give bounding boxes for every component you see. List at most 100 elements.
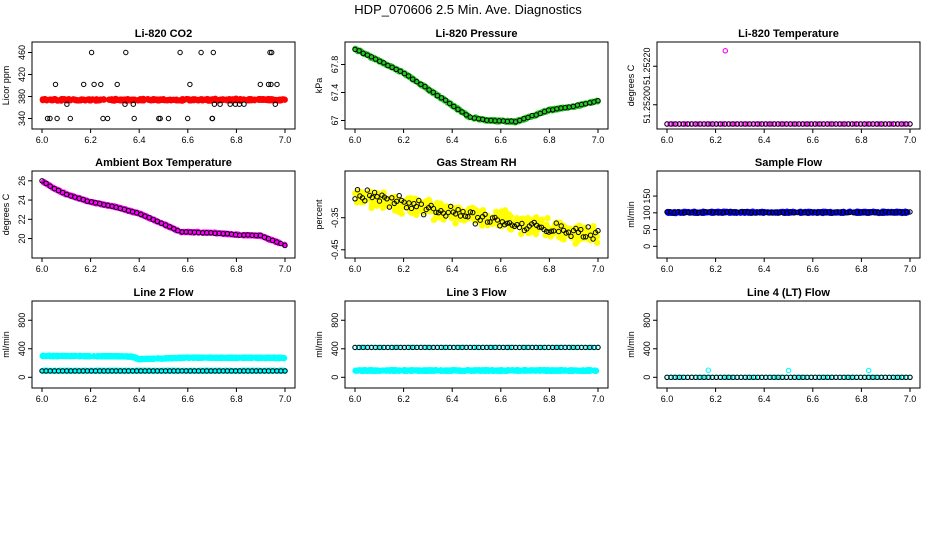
data-point-co2-samples <box>81 81 87 88</box>
data-point-l3-avg-low <box>403 367 410 374</box>
data-point-temp-outlier <box>722 48 729 54</box>
x-tick-label: 6.0 <box>661 135 674 145</box>
data-point-co2-samples <box>52 81 59 88</box>
data-point-pressure-samples <box>401 70 408 77</box>
data-point-co2-avg <box>281 96 288 103</box>
data-point-sflow-samples <box>822 209 829 216</box>
x-tick-label: 6.6 <box>182 135 195 145</box>
data-point-co2-samples <box>130 101 137 107</box>
data-point-rh-samples <box>568 233 574 240</box>
data-layer <box>664 208 913 217</box>
x-tick-label: 6.4 <box>758 394 771 404</box>
x-tick-label: 7.0 <box>592 135 605 145</box>
chart-title: Li-820 Pressure <box>436 28 518 40</box>
plot-frame <box>344 300 609 389</box>
data-point-l4-avg <box>748 374 755 381</box>
data-point-sflow-samples <box>812 209 818 216</box>
y-tick-label: 400 <box>642 341 652 356</box>
data-point-sflow-samples <box>840 209 846 215</box>
data-point-rh-samples <box>364 187 370 193</box>
data-point-sflow-samples <box>755 209 762 215</box>
data-point-sflow-samples <box>851 209 857 216</box>
plot-frame <box>344 170 609 259</box>
data-point-l3-avg-low <box>352 367 359 374</box>
data-point-temp-avg <box>731 121 738 127</box>
data-point-rh-samples <box>448 203 454 210</box>
data-point-box-samples <box>55 187 62 194</box>
data-point-rh-samples <box>401 199 407 205</box>
data-point-l3-avg-low <box>575 367 582 374</box>
data-point-rh-samples <box>462 213 469 219</box>
data-point-sflow-samples <box>819 209 825 215</box>
x-tick-label: 7.0 <box>279 264 292 274</box>
y-tick-label: 51.25200 <box>642 86 652 124</box>
data-point-l4-avg <box>847 374 853 381</box>
data-point-co2-avg <box>151 96 158 103</box>
y-tick-label: 0 <box>642 244 652 249</box>
data-point-sflow-samples <box>777 210 783 216</box>
data-point-rh-avg <box>543 221 550 228</box>
data-point-l4-avg <box>699 374 705 381</box>
data-point-temp-avg <box>707 121 713 127</box>
data-point-sflow-samples <box>678 209 684 215</box>
data-point-temp-avg <box>670 121 676 127</box>
y-tick-label: 22 <box>17 214 27 224</box>
data-point-sflow-samples <box>706 209 712 215</box>
x-tick-label: 6.4 <box>133 394 146 404</box>
data-point-l2-avg-high <box>247 354 254 361</box>
data-point-sflow-samples <box>724 209 730 215</box>
chart-panel: Li-820 CO2 Licor ppm 6.0 6.2 6.4 6.6 6.8 7.0 340… <box>1 28 296 145</box>
data-point-l3-avg-low <box>584 367 591 374</box>
data-point-l3-avg-high <box>539 344 545 351</box>
data-point-l2-avg-high <box>213 354 220 362</box>
data-point-sflow-samples <box>667 209 674 215</box>
data-point-sflow-samples <box>903 209 910 215</box>
data-point-sflow-samples <box>896 209 903 215</box>
data-point-rh-samples <box>362 198 368 204</box>
data-point-temp-avg <box>781 121 787 127</box>
data-point-l2-avg-high <box>165 355 172 362</box>
x-tick-label: 6.6 <box>182 394 195 404</box>
data-point-sflow-samples <box>886 209 892 216</box>
data-point-l2-avg-high <box>194 354 202 361</box>
chart-title: Line 2 Flow <box>134 287 194 299</box>
data-point-rh-samples <box>477 217 483 223</box>
data-point-pressure-samples <box>422 83 428 90</box>
data-point-sflow-samples <box>865 209 871 216</box>
data-layer <box>352 45 601 126</box>
data-point-sflow-samples <box>829 210 836 216</box>
x-tick-label: 6.4 <box>758 264 771 274</box>
y-tick-label: 800 <box>330 313 340 328</box>
data-point-temp-avg <box>719 121 726 127</box>
data-point-l2-avg-high <box>103 352 111 360</box>
data-point-l3-avg-low <box>591 367 598 374</box>
data-point-sflow-samples <box>664 209 670 215</box>
x-tick-label: 6.0 <box>661 264 674 274</box>
chart-panel: Line 4 (LT) Flow ml/min 6.0 6.2 6.4 6.6 6.8 7.0… <box>626 287 921 404</box>
data-point-l2-avg-high <box>174 354 181 362</box>
data-point-co2-samples <box>211 101 218 107</box>
data-point-l3-avg-high <box>585 344 591 351</box>
data-point-l3-avg-high <box>523 344 529 351</box>
y-axis-label: ml/min <box>626 201 636 228</box>
data-point-temp-avg <box>839 121 846 127</box>
data-point-l3-avg-low <box>476 367 483 374</box>
data-point-sflow-samples <box>734 209 741 215</box>
data-point-co2-avg <box>264 96 271 103</box>
data-point-rh-samples <box>408 205 415 212</box>
data-point-co2-avg <box>138 96 145 104</box>
data-layer <box>352 344 601 375</box>
data-point-co2-avg <box>219 96 226 103</box>
data-point-co2-samples <box>122 101 128 107</box>
data-point-l4-avg <box>868 374 875 381</box>
data-point-l3-avg-high <box>375 344 381 351</box>
x-tick-label: 6.2 <box>84 135 97 145</box>
data-point-rh-samples <box>583 234 589 240</box>
y-tick-label: 800 <box>642 313 652 328</box>
data-point-rh-samples <box>384 196 390 202</box>
data-point-l3-avg-high <box>555 344 562 351</box>
data-point-pressure-samples <box>451 103 457 110</box>
data-point-pressure-samples <box>381 60 387 66</box>
plot-frame <box>31 41 296 130</box>
y-tick-label: 340 <box>17 111 27 126</box>
